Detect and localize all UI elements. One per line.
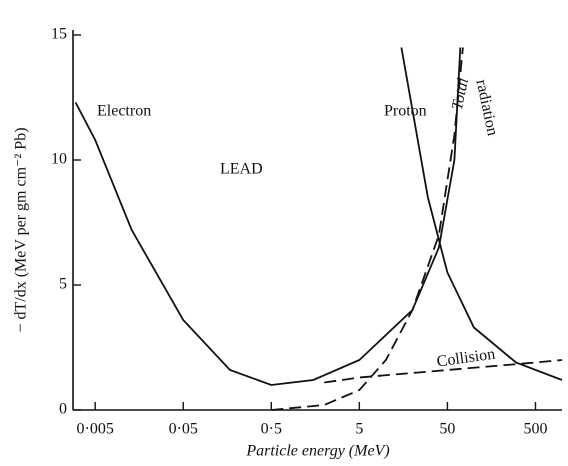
line — [324, 359, 563, 384]
line — [400, 47, 563, 381]
x-axis-label: Particle energy (MeV) — [245, 443, 389, 460]
series-label: radiation — [472, 78, 500, 137]
y-tick-label: 10 — [51, 151, 67, 168]
series-label: Electron — [97, 103, 151, 120]
annotation: LEAD — [220, 161, 263, 178]
series-label: Proton — [384, 103, 427, 120]
y-tick-label: 5 — [59, 276, 67, 293]
x-tick-label: 0·05 — [169, 421, 198, 438]
x-tick-label: 0·5 — [261, 421, 282, 438]
annotation: Total — [449, 76, 472, 112]
line — [271, 47, 464, 411]
x-tick-label: 50 — [439, 421, 455, 438]
x-tick-label: 0·005 — [77, 421, 114, 438]
y-tick-label: 15 — [51, 26, 67, 43]
x-tick-label: 500 — [523, 421, 547, 438]
line — [74, 47, 462, 386]
y-axis-label: − dT/dx (MeV per gm cm⁻² Pb) — [13, 127, 30, 332]
x-tick-label: 5 — [355, 421, 363, 438]
y-tick-label: 0 — [59, 401, 67, 418]
